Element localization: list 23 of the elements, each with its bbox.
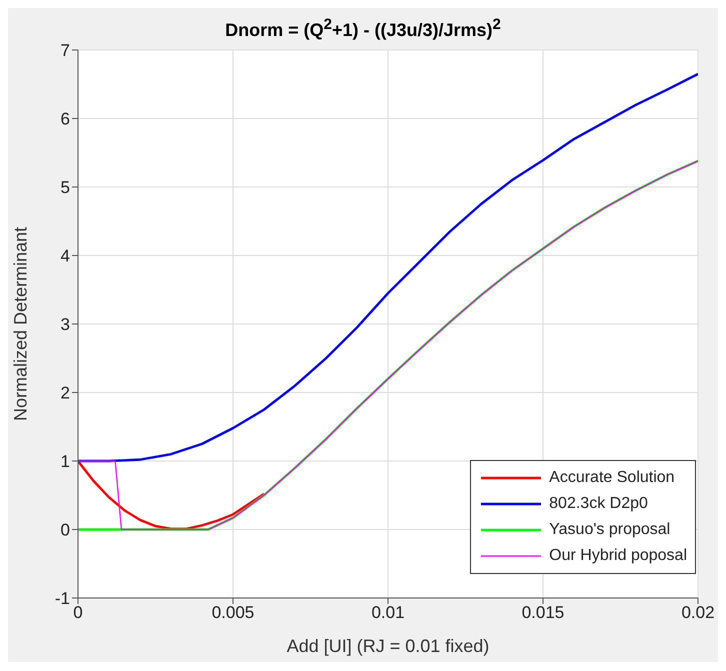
legend-label: Our Hybrid poposal <box>549 547 687 565</box>
y-axis-title: Normalized Determinant <box>10 226 30 422</box>
x-tick-label: 0 <box>73 603 83 622</box>
y-tick-label: 5 <box>60 178 70 198</box>
x-tick-label: 0.005 <box>212 603 254 622</box>
y-tick-label: 4 <box>60 246 70 266</box>
y-tick-label: 1 <box>60 452 70 472</box>
x-tick-label: 0.02 <box>681 603 715 622</box>
y-tick-label: 6 <box>60 110 70 129</box>
line-series <box>78 72 698 462</box>
chart-title: Dnorm = (Q$^{2}$+1) - ((J3u/3)/Jrms)$^{2}$ <box>224 15 502 42</box>
y-tick-label: 3 <box>60 315 70 334</box>
x-tick-label: 0.01 <box>371 603 405 622</box>
y-tick-label: -1 <box>54 589 70 608</box>
line-series <box>78 460 266 530</box>
y-tick-label: 7 <box>60 41 70 60</box>
x-axis-title: Add [UI] (RJ = 0.01 fixed) <box>286 636 490 656</box>
x-tick-label: 0.015 <box>522 603 564 622</box>
legend-label: Yasuo's proposal <box>549 521 670 539</box>
y-tick-label: 2 <box>60 384 70 403</box>
y-tick-label: 0 <box>60 520 70 540</box>
legend-label: 802.3ck D2p0 <box>549 495 648 513</box>
legend-label: Accurate Solution <box>549 469 675 487</box>
